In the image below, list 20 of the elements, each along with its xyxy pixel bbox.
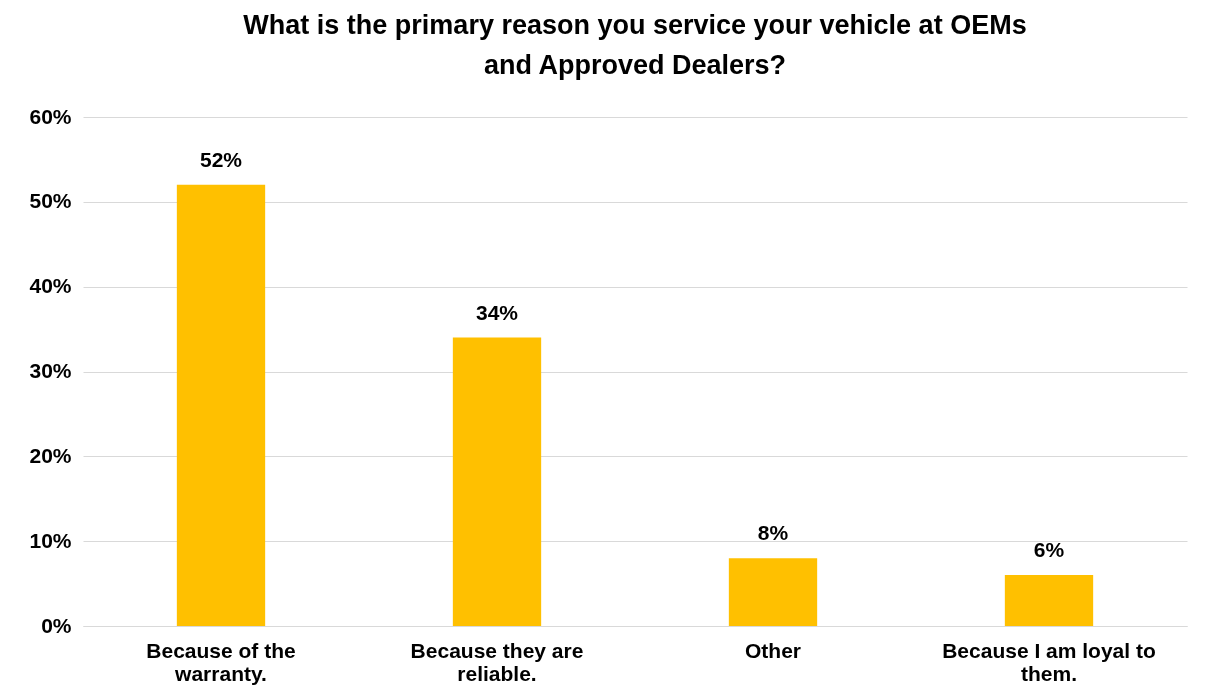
bar — [728, 558, 818, 626]
y-tick-label: 20% — [29, 443, 72, 467]
x-tick-label: Other — [744, 638, 802, 662]
x-tick-label: Because of the warranty. — [146, 638, 296, 685]
bar — [452, 337, 542, 626]
y-tick-label: 60% — [29, 104, 72, 128]
data-label: 52% — [199, 147, 243, 171]
x-tick-label: Because they are reliable. — [410, 638, 584, 685]
data-label: 34% — [475, 300, 519, 324]
chart-title: What is the primary reason you service your vehicle at OEMs and Approved Dealers? — [243, 10, 1027, 80]
y-tick-label: 10% — [29, 528, 72, 552]
data-label: 8% — [757, 521, 789, 545]
bar — [1004, 575, 1094, 626]
y-tick-label: 0% — [41, 613, 72, 637]
x-tick-label: Because I am loyal to them. — [942, 638, 1156, 685]
y-tick-label: 50% — [29, 189, 72, 213]
y-tick-label: 30% — [29, 359, 72, 382]
y-tick-label: 40% — [29, 274, 72, 298]
data-label: 6% — [1033, 538, 1065, 562]
bar — [176, 184, 266, 626]
